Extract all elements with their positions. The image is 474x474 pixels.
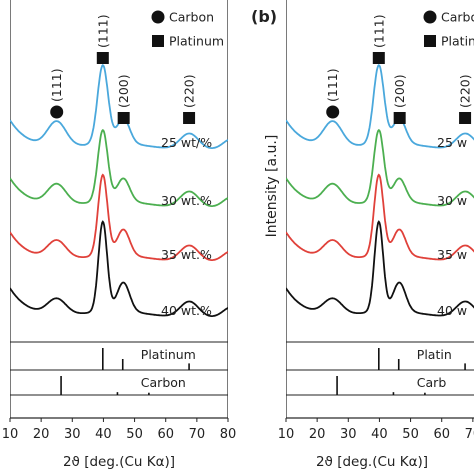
x-tick-label: 20 [309, 427, 326, 442]
series-label: 25 wt/% [161, 135, 212, 150]
legend-platinum-icon [152, 35, 164, 47]
x-tick-label: 30 [64, 427, 81, 442]
series-label: 25 w [437, 135, 467, 150]
platinum-marker [393, 112, 406, 124]
x-tick-label: 40 [371, 427, 388, 442]
series-line-2 [10, 128, 228, 207]
x-tick-label: 70 [189, 427, 206, 442]
legend-label: Platinum [441, 34, 474, 49]
legend-carbon-icon [423, 10, 437, 24]
peak-label: (200) [392, 74, 407, 108]
peak-label: (111) [371, 14, 386, 48]
reference-label: Platin [417, 347, 452, 362]
series-label: 40 wt.% [161, 303, 212, 318]
plot-frame [10, 0, 228, 419]
carbon-marker [326, 105, 340, 119]
x-tick-label: 60 [433, 427, 450, 442]
x-axis-label: 2ϑ [deg.(Cu Kα)] [316, 454, 428, 470]
y-axis-label: Intensity [a.u.] [264, 135, 280, 238]
legend-platinum-icon [424, 35, 436, 47]
peak-label: (111) [95, 14, 110, 48]
legend-carbon-icon [151, 10, 165, 24]
peak-label: (200) [116, 74, 131, 108]
legend-label: Platinum [169, 34, 224, 49]
platinum-marker [183, 112, 196, 124]
xrd-panel-b: 25 w 30 w 35 w 40 w (111) (111) (200) (220) Carb… [251, 0, 474, 470]
reference-label: Platinum [141, 347, 196, 362]
x-tick-label: 70 [465, 427, 474, 442]
legend-label: Carbon [169, 10, 214, 25]
x-tick-label: 10 [278, 427, 295, 442]
series-line-4 [286, 220, 474, 317]
peak-label: (111) [325, 68, 340, 102]
series-label: 35 w [437, 247, 467, 262]
peak-label: (111) [49, 68, 64, 102]
platinum-marker [117, 112, 130, 124]
x-tick-label: 50 [402, 427, 419, 442]
x-tick-label: 60 [157, 427, 174, 442]
peak-label: (220) [182, 74, 197, 108]
series-line-4 [10, 220, 228, 317]
plot-frame [286, 0, 474, 419]
x-tick-label: 50 [126, 427, 143, 442]
platinum-marker [372, 52, 385, 64]
xrd-panel-a: 25 wt/% 30 wt.% 35 wt.% 40 wt.% (111) (111) (2… [2, 0, 237, 470]
peak-label: (220) [458, 74, 473, 108]
x-axis-label: 2ϑ [deg.(Cu Kα)] [63, 454, 175, 470]
panel-label: (b) [251, 7, 277, 26]
series-label: 35 wt.% [161, 247, 212, 262]
platinum-marker [96, 52, 109, 64]
reference-label: Carb [417, 375, 447, 390]
x-tick-label: 30 [340, 427, 357, 442]
series-line-3 [286, 173, 474, 261]
x-tick-label: 10 [2, 427, 19, 442]
reference-label: Carbon [141, 375, 186, 390]
platinum-marker [459, 112, 472, 124]
carbon-marker [50, 105, 64, 119]
series-line-2 [286, 128, 474, 207]
x-tick-label: 80 [220, 427, 237, 442]
series-label: 40 w [437, 303, 467, 318]
legend-label: Carbon [441, 10, 474, 25]
series-label: 30 wt.% [161, 193, 212, 208]
series-line-3 [10, 173, 228, 261]
x-tick-label: 40 [95, 427, 112, 442]
series-label: 30 w [437, 193, 467, 208]
x-tick-label: 20 [33, 427, 50, 442]
